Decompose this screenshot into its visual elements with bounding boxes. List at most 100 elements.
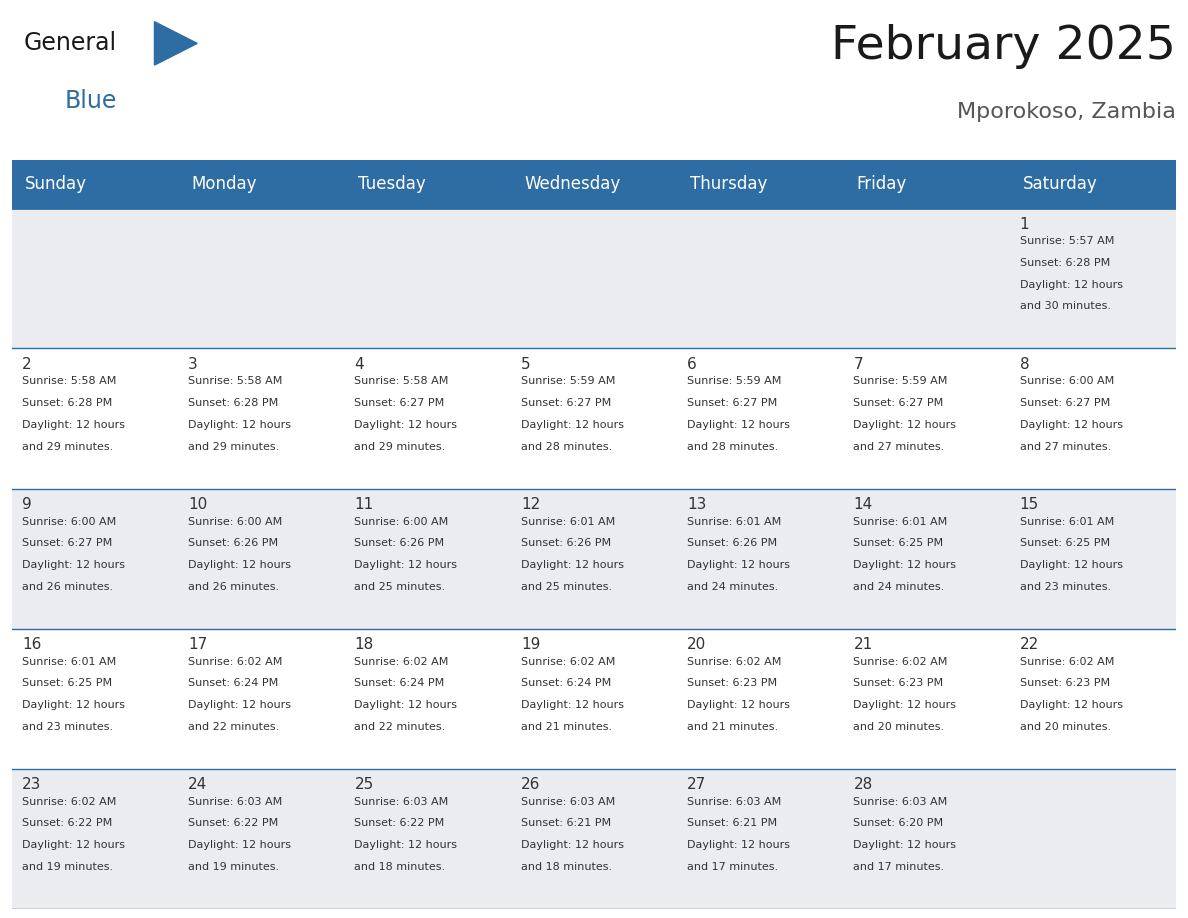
Text: and 19 minutes.: and 19 minutes. — [188, 862, 279, 872]
Text: and 27 minutes.: and 27 minutes. — [1019, 442, 1111, 452]
Text: Sunset: 6:27 PM: Sunset: 6:27 PM — [853, 398, 943, 409]
Text: Daylight: 12 hours: Daylight: 12 hours — [853, 700, 956, 710]
Text: Sunrise: 6:02 AM: Sunrise: 6:02 AM — [687, 656, 782, 666]
Text: and 30 minutes.: and 30 minutes. — [1019, 301, 1111, 311]
Text: 13: 13 — [687, 497, 707, 512]
Text: Sunrise: 6:01 AM: Sunrise: 6:01 AM — [687, 517, 782, 527]
Text: Sunset: 6:24 PM: Sunset: 6:24 PM — [520, 678, 611, 688]
Text: Wednesday: Wednesday — [524, 175, 620, 193]
Text: Sunday: Sunday — [25, 175, 87, 193]
Text: Sunrise: 5:58 AM: Sunrise: 5:58 AM — [354, 376, 449, 386]
Text: Sunset: 6:24 PM: Sunset: 6:24 PM — [354, 678, 444, 688]
Text: Sunrise: 5:59 AM: Sunrise: 5:59 AM — [520, 376, 615, 386]
Text: Sunset: 6:26 PM: Sunset: 6:26 PM — [687, 538, 777, 548]
Text: and 17 minutes.: and 17 minutes. — [853, 862, 944, 872]
Text: Sunset: 6:22 PM: Sunset: 6:22 PM — [354, 819, 444, 828]
Text: Sunrise: 5:58 AM: Sunrise: 5:58 AM — [188, 376, 283, 386]
Text: Sunrise: 5:57 AM: Sunrise: 5:57 AM — [1019, 236, 1114, 246]
Text: Daylight: 12 hours: Daylight: 12 hours — [520, 840, 624, 850]
Text: 19: 19 — [520, 637, 541, 652]
Text: Daylight: 12 hours: Daylight: 12 hours — [1019, 280, 1123, 290]
Text: Sunset: 6:26 PM: Sunset: 6:26 PM — [520, 538, 611, 548]
Text: and 20 minutes.: and 20 minutes. — [1019, 722, 1111, 732]
Text: and 26 minutes.: and 26 minutes. — [188, 582, 279, 592]
Text: Sunrise: 6:01 AM: Sunrise: 6:01 AM — [21, 656, 116, 666]
Text: and 19 minutes.: and 19 minutes. — [21, 862, 113, 872]
Bar — [12, 629, 1176, 768]
Text: Sunset: 6:28 PM: Sunset: 6:28 PM — [1019, 258, 1110, 268]
Text: Sunset: 6:27 PM: Sunset: 6:27 PM — [354, 398, 444, 409]
Text: Daylight: 12 hours: Daylight: 12 hours — [853, 420, 956, 430]
Text: Daylight: 12 hours: Daylight: 12 hours — [687, 840, 790, 850]
Text: 8: 8 — [1019, 357, 1030, 372]
Text: Daylight: 12 hours: Daylight: 12 hours — [687, 560, 790, 570]
Text: and 23 minutes.: and 23 minutes. — [1019, 582, 1111, 592]
Text: 3: 3 — [188, 357, 198, 372]
Text: 16: 16 — [21, 637, 42, 652]
Text: Daylight: 12 hours: Daylight: 12 hours — [21, 840, 125, 850]
Text: and 18 minutes.: and 18 minutes. — [354, 862, 446, 872]
Text: Daylight: 12 hours: Daylight: 12 hours — [1019, 560, 1123, 570]
Polygon shape — [154, 22, 197, 65]
Text: Daylight: 12 hours: Daylight: 12 hours — [520, 560, 624, 570]
Text: and 29 minutes.: and 29 minutes. — [188, 442, 279, 452]
Text: Daylight: 12 hours: Daylight: 12 hours — [21, 560, 125, 570]
Text: Sunset: 6:27 PM: Sunset: 6:27 PM — [520, 398, 611, 409]
Text: Sunset: 6:25 PM: Sunset: 6:25 PM — [853, 538, 943, 548]
Text: 25: 25 — [354, 778, 374, 792]
Text: Daylight: 12 hours: Daylight: 12 hours — [354, 420, 457, 430]
Text: General: General — [24, 31, 116, 55]
Text: and 22 minutes.: and 22 minutes. — [188, 722, 279, 732]
Text: and 29 minutes.: and 29 minutes. — [21, 442, 113, 452]
Text: Sunrise: 5:58 AM: Sunrise: 5:58 AM — [21, 376, 116, 386]
Text: Daylight: 12 hours: Daylight: 12 hours — [687, 700, 790, 710]
Text: Sunrise: 6:03 AM: Sunrise: 6:03 AM — [520, 797, 615, 807]
Text: Saturday: Saturday — [1023, 175, 1098, 193]
Text: and 28 minutes.: and 28 minutes. — [520, 442, 612, 452]
Text: Daylight: 12 hours: Daylight: 12 hours — [21, 700, 125, 710]
Text: 10: 10 — [188, 497, 208, 512]
Text: Sunset: 6:25 PM: Sunset: 6:25 PM — [1019, 538, 1110, 548]
Text: and 29 minutes.: and 29 minutes. — [354, 442, 446, 452]
Text: Sunset: 6:23 PM: Sunset: 6:23 PM — [1019, 678, 1110, 688]
Text: 14: 14 — [853, 497, 873, 512]
Text: Sunset: 6:27 PM: Sunset: 6:27 PM — [1019, 398, 1110, 409]
Text: Sunset: 6:22 PM: Sunset: 6:22 PM — [21, 819, 112, 828]
Text: Daylight: 12 hours: Daylight: 12 hours — [188, 700, 291, 710]
Text: and 28 minutes.: and 28 minutes. — [687, 442, 778, 452]
Text: Daylight: 12 hours: Daylight: 12 hours — [853, 560, 956, 570]
Text: Sunset: 6:20 PM: Sunset: 6:20 PM — [853, 819, 943, 828]
Text: Sunrise: 6:00 AM: Sunrise: 6:00 AM — [21, 517, 116, 527]
Text: Daylight: 12 hours: Daylight: 12 hours — [188, 840, 291, 850]
Text: Sunset: 6:21 PM: Sunset: 6:21 PM — [520, 819, 611, 828]
Text: and 20 minutes.: and 20 minutes. — [853, 722, 944, 732]
Text: 23: 23 — [21, 778, 42, 792]
Text: Sunrise: 6:01 AM: Sunrise: 6:01 AM — [520, 517, 615, 527]
Text: Sunrise: 6:01 AM: Sunrise: 6:01 AM — [853, 517, 948, 527]
Text: Daylight: 12 hours: Daylight: 12 hours — [1019, 700, 1123, 710]
Bar — [12, 349, 1176, 488]
Text: Sunrise: 6:02 AM: Sunrise: 6:02 AM — [853, 656, 948, 666]
Text: Sunrise: 6:00 AM: Sunrise: 6:00 AM — [188, 517, 283, 527]
Text: 24: 24 — [188, 778, 208, 792]
Text: 21: 21 — [853, 637, 873, 652]
Text: Daylight: 12 hours: Daylight: 12 hours — [1019, 420, 1123, 430]
Text: Daylight: 12 hours: Daylight: 12 hours — [354, 840, 457, 850]
Bar — [12, 160, 1176, 208]
Text: Daylight: 12 hours: Daylight: 12 hours — [188, 560, 291, 570]
Text: Sunset: 6:22 PM: Sunset: 6:22 PM — [188, 819, 278, 828]
Text: and 27 minutes.: and 27 minutes. — [853, 442, 944, 452]
Text: Sunrise: 6:02 AM: Sunrise: 6:02 AM — [188, 656, 283, 666]
Text: and 22 minutes.: and 22 minutes. — [354, 722, 446, 732]
Text: Friday: Friday — [857, 175, 906, 193]
Text: Sunrise: 6:02 AM: Sunrise: 6:02 AM — [1019, 656, 1114, 666]
Text: Sunrise: 5:59 AM: Sunrise: 5:59 AM — [853, 376, 948, 386]
Bar — [12, 768, 1176, 909]
Text: Tuesday: Tuesday — [358, 175, 425, 193]
Text: 26: 26 — [520, 778, 541, 792]
Bar — [12, 488, 1176, 629]
Text: Daylight: 12 hours: Daylight: 12 hours — [853, 840, 956, 850]
Text: Sunrise: 6:03 AM: Sunrise: 6:03 AM — [853, 797, 948, 807]
Text: 2: 2 — [21, 357, 32, 372]
Text: Sunset: 6:26 PM: Sunset: 6:26 PM — [188, 538, 278, 548]
